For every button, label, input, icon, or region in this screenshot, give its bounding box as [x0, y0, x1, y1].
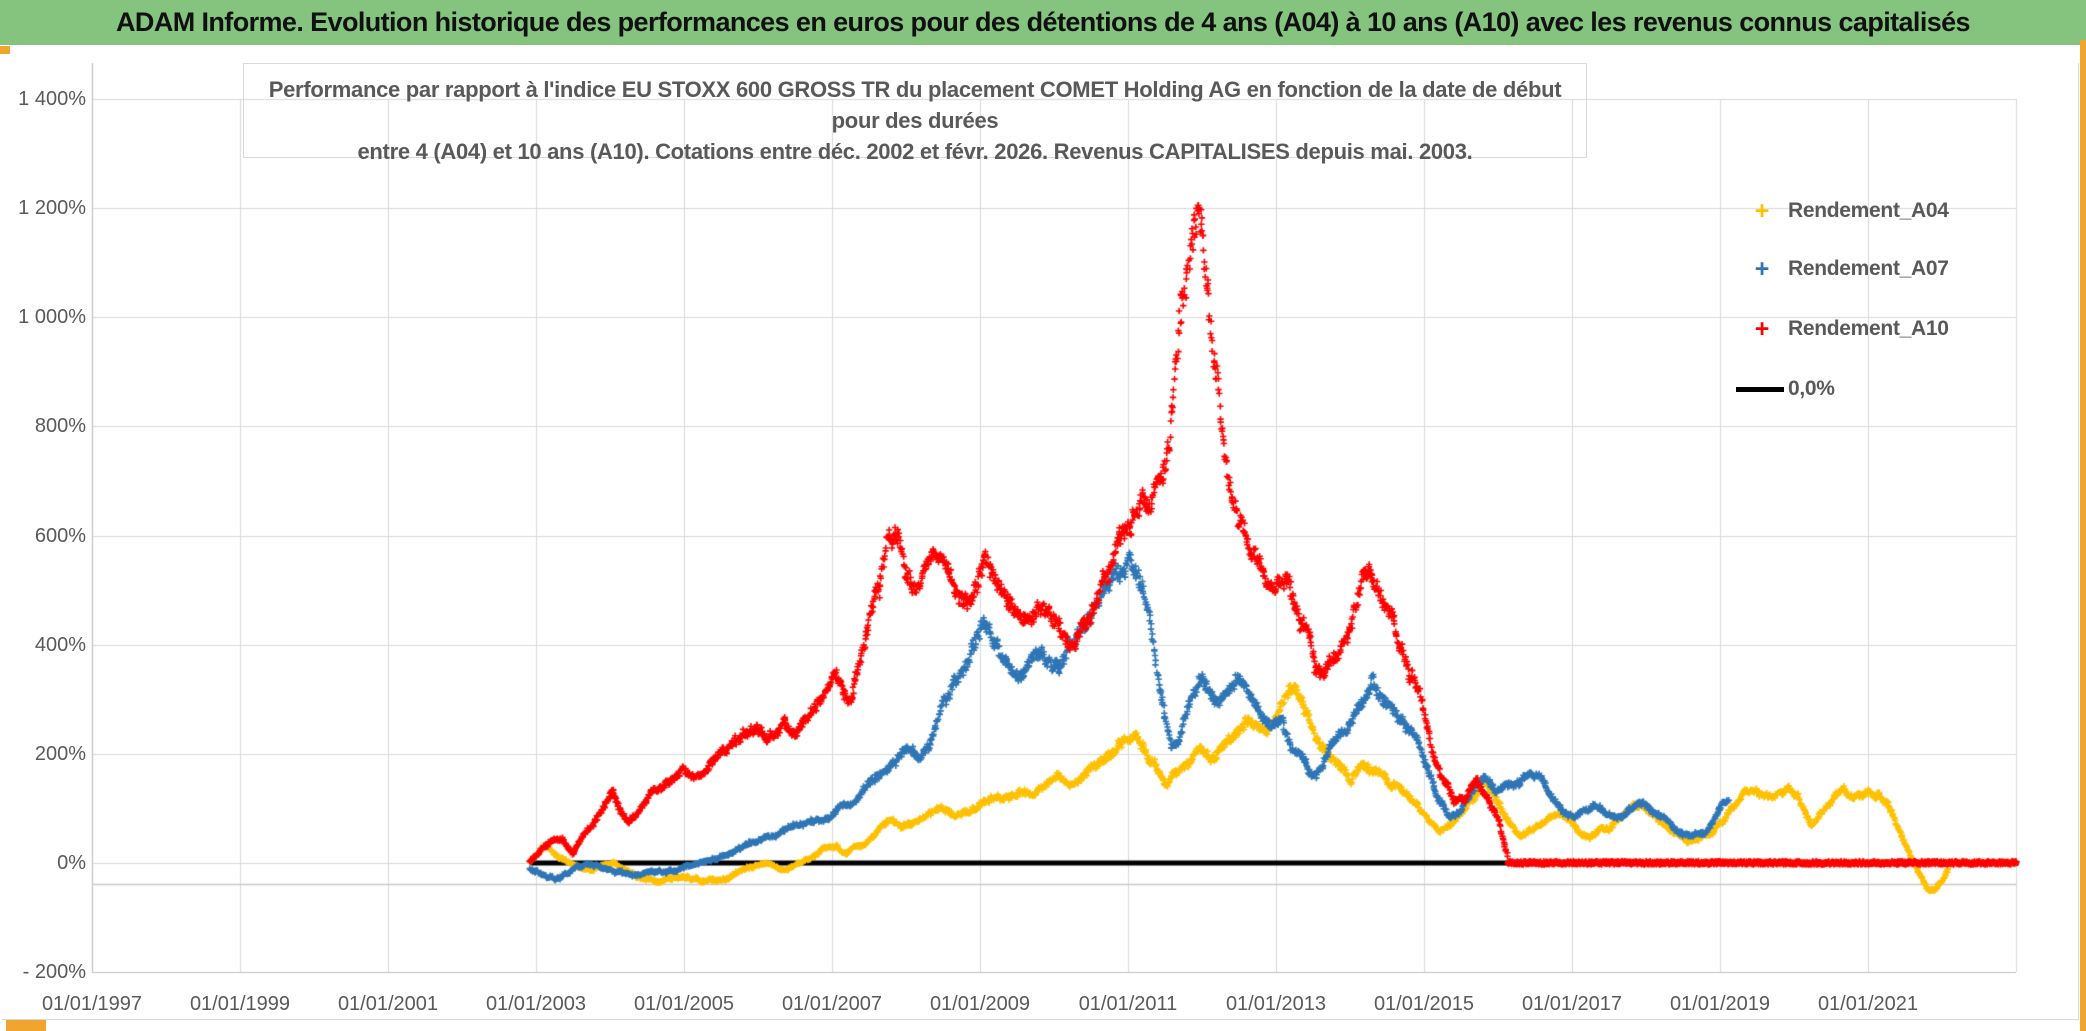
y-axis-label: 600%	[34, 524, 86, 547]
legend-label: Rendement_A07	[1788, 257, 1949, 280]
accent-corner-bottom-left	[6, 1020, 46, 1031]
zero-line-swatch	[1736, 386, 1784, 392]
x-axis-label: 01/01/2015	[1373, 993, 1475, 1015]
chart-area-border-right	[2078, 63, 2079, 1019]
legend-label: Rendement_A10	[1788, 317, 1949, 340]
x-axis-label: 01/01/2009	[929, 993, 1031, 1015]
x-axis-label: 01/01/1997	[41, 993, 143, 1015]
x-axis-label: 01/01/2007	[781, 993, 883, 1015]
x-axis-label: 01/01/2017	[1521, 993, 1623, 1015]
y-axis-label: 1 000%	[18, 306, 86, 329]
y-axis-label: 1 400%	[18, 88, 86, 110]
y-axis-label: 400%	[34, 633, 86, 656]
x-axis-label: 01/01/2003	[485, 993, 587, 1015]
accent-bar-right	[2080, 40, 2086, 1031]
legend-label: 0,0%	[1788, 377, 1835, 400]
plus-marker-icon: +	[1754, 254, 1770, 283]
x-axis-label: 01/01/1999	[189, 993, 291, 1015]
y-axis-label: 0%	[57, 851, 86, 874]
chart-area-border-bottom	[2, 1019, 2079, 1020]
plus-marker-icon: +	[1754, 196, 1770, 225]
y-axis-label: 1 200%	[18, 197, 86, 220]
x-axis-label: 01/01/2021	[1817, 993, 1919, 1015]
accent-corner-top-left	[0, 46, 10, 54]
legend-item-0-0-[interactable]: 0,0%	[1736, 364, 1835, 414]
legend-item-rendement-a07[interactable]: + Rendement_A07	[1736, 244, 1949, 294]
plus-marker-icon: +	[1754, 314, 1770, 343]
chart-title-line2: entre 4 (A04) et 10 ans (A10). Cotations…	[357, 139, 1473, 164]
x-axis-label: 01/01/2001	[337, 993, 439, 1015]
y-axis-label: 200%	[34, 742, 86, 765]
legend-item-rendement-a04[interactable]: + Rendement_A04	[1736, 186, 1949, 236]
legend-label: Rendement_A04	[1788, 199, 1949, 222]
y-axis-label: 800%	[34, 415, 86, 438]
legend-item-rendement-a10[interactable]: + Rendement_A10	[1736, 304, 1949, 354]
x-axis-label: 01/01/2005	[633, 993, 735, 1015]
x-axis-label: 01/01/2011	[1078, 993, 1178, 1015]
chart-title-box	[243, 63, 1587, 158]
x-axis-label: 01/01/2019	[1669, 993, 1771, 1015]
x-axis-label: 01/01/2013	[1225, 993, 1327, 1015]
chart-title: Performance par rapport à l'indice EU ST…	[250, 74, 1580, 167]
chart-title-line1: Performance par rapport à l'indice EU ST…	[268, 77, 1562, 133]
y-axis-label: - 200%	[22, 961, 86, 983]
